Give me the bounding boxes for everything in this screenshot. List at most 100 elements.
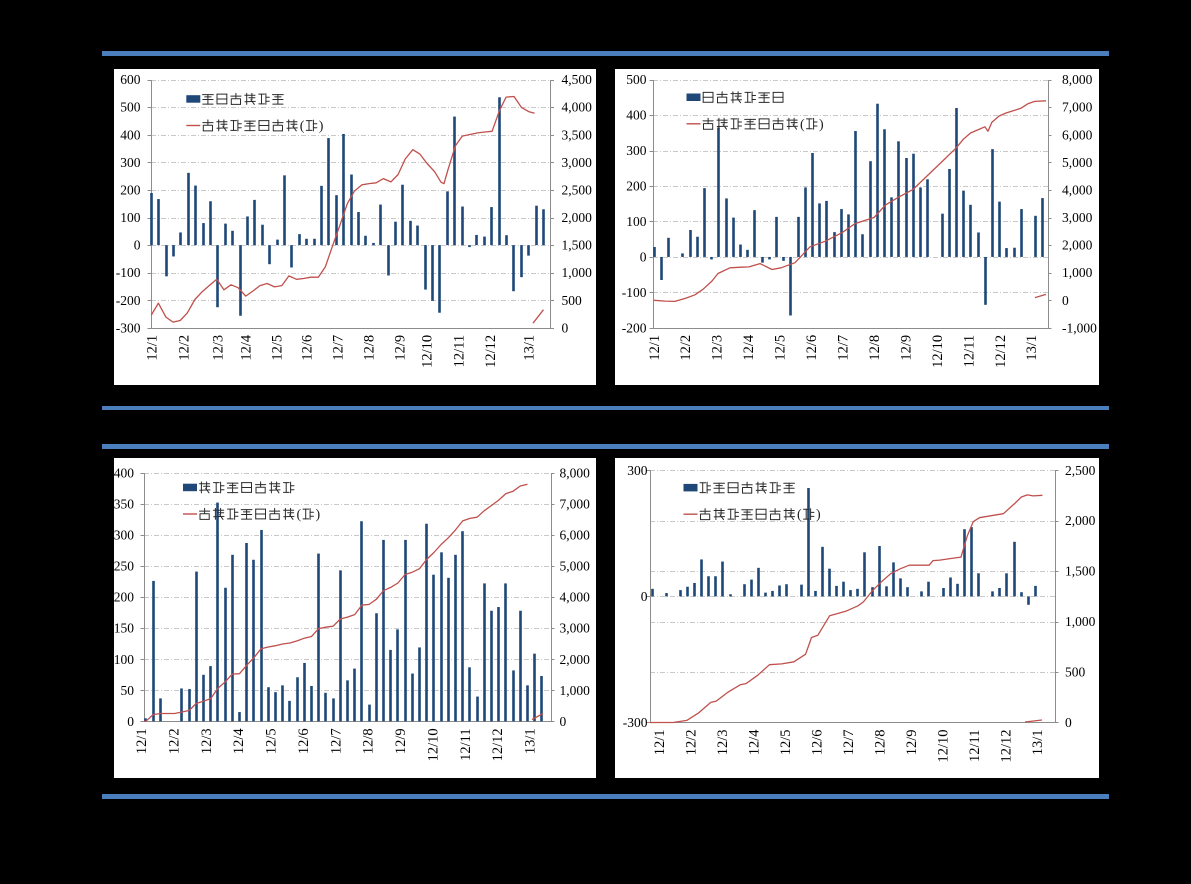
- svg-text:13/1: 13/1: [523, 728, 539, 754]
- svg-text:4,500: 4,500: [562, 72, 593, 87]
- svg-text:12/1: 12/1: [647, 335, 663, 361]
- svg-text:12/7: 12/7: [836, 335, 852, 361]
- svg-text:12/5: 12/5: [778, 730, 794, 756]
- svg-text:7,000: 7,000: [1062, 100, 1093, 115]
- svg-text:2,000: 2,000: [1062, 238, 1093, 253]
- svg-text:1,000: 1,000: [1062, 265, 1093, 280]
- svg-text:5,000: 5,000: [1062, 155, 1093, 170]
- svg-text:(: (: [297, 508, 302, 523]
- svg-text:12/6: 12/6: [804, 335, 820, 361]
- svg-text:0: 0: [127, 714, 134, 729]
- svg-text:2,000: 2,000: [560, 652, 591, 667]
- svg-text:-300: -300: [623, 715, 648, 730]
- svg-text:12/10: 12/10: [936, 730, 952, 763]
- svg-text:7,000: 7,000: [560, 496, 591, 511]
- svg-text:13/1: 13/1: [522, 335, 538, 361]
- svg-text:(: (: [797, 508, 802, 523]
- svg-text:(: (: [800, 117, 805, 132]
- svg-text:): ): [319, 119, 324, 134]
- svg-text:0: 0: [641, 589, 648, 604]
- svg-text:0: 0: [640, 250, 647, 265]
- svg-text:1,000: 1,000: [1065, 614, 1096, 629]
- svg-text:12/1: 12/1: [145, 335, 161, 361]
- svg-text:-200: -200: [622, 320, 647, 335]
- svg-text:100: 100: [626, 214, 647, 229]
- svg-text:12/4: 12/4: [747, 729, 763, 756]
- svg-text:0: 0: [1062, 293, 1069, 308]
- svg-text:0: 0: [1065, 715, 1072, 730]
- svg-text:-200: -200: [116, 293, 141, 308]
- svg-text:5,000: 5,000: [560, 559, 591, 574]
- svg-text:350: 350: [114, 496, 134, 511]
- svg-text:12/6: 12/6: [296, 728, 312, 754]
- svg-text:2,500: 2,500: [1065, 463, 1096, 478]
- svg-text:3,000: 3,000: [560, 621, 591, 636]
- svg-text:500: 500: [120, 100, 141, 115]
- svg-text:12/4: 12/4: [741, 334, 757, 361]
- svg-text:12/5: 12/5: [270, 335, 286, 361]
- svg-text:12/7: 12/7: [841, 730, 857, 756]
- svg-text:12/3: 12/3: [199, 728, 215, 754]
- svg-text:100: 100: [120, 210, 141, 225]
- svg-text:12/6: 12/6: [810, 730, 826, 756]
- svg-text:50: 50: [121, 683, 135, 698]
- svg-text:12/2: 12/2: [166, 728, 182, 754]
- svg-text:6,000: 6,000: [560, 528, 591, 543]
- svg-text:12/8: 12/8: [362, 335, 378, 361]
- svg-text:1,000: 1,000: [562, 265, 593, 280]
- svg-text:12/8: 12/8: [361, 728, 377, 754]
- svg-text:12/9: 12/9: [904, 730, 920, 756]
- svg-text:500: 500: [562, 293, 583, 308]
- svg-text:12/5: 12/5: [773, 335, 789, 361]
- svg-text:12/3: 12/3: [715, 730, 731, 756]
- svg-text:200: 200: [114, 590, 134, 605]
- svg-text:-300: -300: [116, 320, 141, 335]
- svg-text:300: 300: [627, 463, 648, 478]
- svg-text:600: 600: [120, 72, 141, 87]
- svg-text:12/11: 12/11: [967, 730, 983, 763]
- svg-text:3,000: 3,000: [1062, 210, 1093, 225]
- svg-text:12/3: 12/3: [710, 335, 726, 361]
- svg-text:12/1: 12/1: [134, 728, 150, 754]
- svg-text:12/12: 12/12: [483, 335, 499, 368]
- svg-text:12/7: 12/7: [331, 335, 347, 361]
- svg-text:12/4: 12/4: [239, 334, 255, 361]
- svg-text:200: 200: [626, 179, 647, 194]
- svg-text:100: 100: [114, 652, 134, 667]
- svg-text:4,000: 4,000: [1062, 183, 1093, 198]
- svg-text:12/9: 12/9: [393, 728, 409, 754]
- svg-text:4,000: 4,000: [562, 100, 593, 115]
- svg-text:12/9: 12/9: [393, 335, 409, 361]
- svg-text:-100: -100: [622, 285, 647, 300]
- svg-text:4,000: 4,000: [560, 590, 591, 605]
- svg-text:12/10: 12/10: [930, 335, 946, 368]
- svg-text:(: (: [300, 119, 305, 134]
- svg-text:3,500: 3,500: [562, 127, 593, 142]
- svg-text:0: 0: [562, 320, 569, 335]
- svg-text:12/2: 12/2: [684, 730, 700, 756]
- svg-text:1,500: 1,500: [1065, 564, 1096, 579]
- svg-text:): ): [316, 508, 321, 523]
- svg-text:12/6: 12/6: [300, 335, 316, 361]
- svg-text:400: 400: [626, 108, 647, 123]
- svg-text:150: 150: [114, 621, 134, 636]
- svg-text:12/2: 12/2: [678, 335, 694, 361]
- svg-text:12/9: 12/9: [898, 335, 914, 361]
- svg-text:1,000: 1,000: [560, 683, 591, 698]
- svg-text:13/1: 13/1: [1024, 335, 1040, 361]
- svg-text:300: 300: [114, 528, 134, 543]
- svg-text:12/2: 12/2: [177, 335, 193, 361]
- svg-text:12/4: 12/4: [231, 728, 247, 755]
- svg-text:300: 300: [120, 155, 141, 170]
- svg-text:2,000: 2,000: [562, 210, 593, 225]
- svg-text:): ): [819, 117, 824, 132]
- svg-text:2,500: 2,500: [562, 183, 593, 198]
- svg-text:12/12: 12/12: [993, 335, 1009, 368]
- svg-text:12/12: 12/12: [490, 728, 506, 761]
- svg-text:8,000: 8,000: [560, 465, 591, 480]
- svg-text:12/11: 12/11: [458, 728, 474, 761]
- svg-text:3,000: 3,000: [562, 155, 593, 170]
- svg-text:12/3: 12/3: [211, 335, 227, 361]
- svg-text:500: 500: [626, 72, 647, 87]
- svg-text:-1,000: -1,000: [1062, 320, 1097, 335]
